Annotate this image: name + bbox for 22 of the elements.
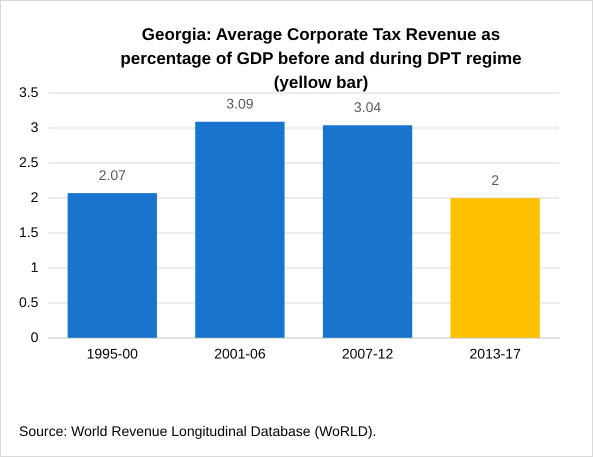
x-tick-label: 1995-00 xyxy=(86,345,138,362)
y-tick-label: 1 xyxy=(30,259,39,275)
source-note: Source: World Revenue Longitudinal Database (WoRLD). xyxy=(19,423,376,439)
x-tick-label: 2007-12 xyxy=(342,345,394,362)
data-label: 2.07 xyxy=(98,167,126,184)
y-tick-label: 3.5 xyxy=(18,84,39,100)
bar xyxy=(68,193,157,338)
y-tick-label: 0.5 xyxy=(18,294,39,310)
y-tick-label: 0 xyxy=(30,329,39,346)
y-tick-label: 3 xyxy=(30,118,39,135)
y-tick-label: 2 xyxy=(30,188,39,205)
data-label: 3.09 xyxy=(226,96,254,112)
data-label: 2 xyxy=(491,172,500,188)
data-label: 3.04 xyxy=(354,99,382,116)
y-tick-label: 2.5 xyxy=(18,154,39,170)
y-tick-label: 1.5 xyxy=(18,224,39,240)
x-tick-label: 2001-06 xyxy=(214,345,266,362)
bar xyxy=(450,198,540,338)
x-tick-label: 2013-17 xyxy=(469,345,522,362)
bar xyxy=(322,125,412,338)
chart-title: Georgia: Average Corporate Tax Revenue as percentage of GDP before and during DPT regime (yellow bar) xyxy=(119,24,523,94)
bar xyxy=(195,122,285,338)
